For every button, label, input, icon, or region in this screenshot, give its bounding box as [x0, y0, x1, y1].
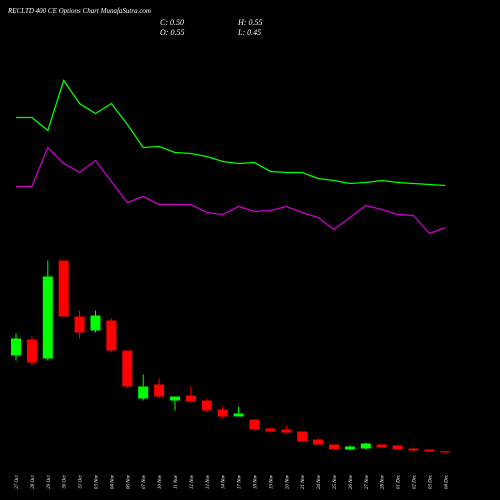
candle-body [297, 431, 308, 442]
x-tick-label: 11 Nov [174, 474, 179, 489]
candle-body [249, 419, 260, 430]
x-tick-label: 28 Oct [31, 475, 36, 489]
candle-body [26, 339, 37, 363]
indicator-line [16, 146, 446, 235]
candle-body [106, 320, 117, 351]
x-tick-label: 28 Nov [381, 474, 386, 489]
candle-body [11, 338, 21, 356]
x-tick-label: 17 Nov [238, 474, 243, 489]
x-tick-label: 18 Nov [254, 474, 259, 489]
x-tick-label: 02 Dec [413, 474, 418, 489]
readout-open: O: 0.55 [160, 28, 184, 37]
x-tick-label: 13 Nov [206, 474, 211, 489]
candle-body [122, 350, 133, 387]
x-tick-label: 29 Oct [47, 475, 52, 489]
x-tick-label: 19 Nov [269, 474, 274, 489]
x-tick-label: 27 Oct [15, 475, 20, 489]
x-tick-label: 20 Nov [285, 474, 290, 489]
x-tick-label: 24 Nov [317, 474, 322, 489]
x-tick-label: 10 Nov [158, 474, 163, 489]
x-tick-label: 12 Nov [190, 474, 195, 489]
candle-body [154, 384, 165, 397]
x-tick-label: 03 Nov [95, 474, 100, 489]
chart-title: RECLTD 400 CE Options Chart MunafaSutra.… [7, 7, 151, 15]
x-tick-label: 26 Nov [349, 474, 354, 489]
x-tick-label: 30 Oct [63, 475, 68, 489]
candle-body [58, 260, 69, 317]
x-tick-label: 03 Dec [428, 474, 433, 489]
candle-body [408, 448, 419, 451]
x-tick-label: 31 Oct [79, 475, 84, 489]
candle-body [138, 386, 149, 399]
candle-body [360, 443, 371, 449]
candle-body [281, 429, 292, 433]
x-tick-label: 14 Nov [222, 474, 227, 489]
candle-body [265, 428, 276, 432]
candle-body [90, 315, 101, 331]
candle-body [344, 446, 355, 450]
candle-body [424, 449, 435, 452]
candle-body [313, 439, 324, 445]
x-tick-label: 21 Nov [301, 474, 306, 489]
candle-body [392, 445, 403, 450]
x-tick-label: 01 Dec [397, 474, 402, 489]
candle-body [170, 396, 180, 401]
candle-body [440, 451, 451, 453]
candle-body [233, 413, 244, 417]
candle-body [329, 444, 339, 450]
readout-close: C: 0.50 [160, 18, 184, 27]
x-tick-label: 07 Nov [142, 474, 147, 489]
x-tick-label: 25 Nov [333, 474, 338, 489]
candle-body [185, 395, 196, 402]
candle-body [74, 316, 85, 333]
x-tick-label: 04 Dec [444, 474, 449, 489]
indicator-line [16, 79, 446, 187]
x-tick-label: 27 Nov [365, 474, 370, 489]
candle-body [376, 444, 387, 448]
x-tick-label: 04 Nov [110, 474, 115, 489]
readout-high: H: 0.55 [237, 18, 262, 27]
x-tick-label: 06 Nov [126, 474, 131, 489]
candle-body [201, 400, 212, 411]
readout-low: L: 0.45 [237, 28, 261, 37]
candle-body [217, 409, 228, 417]
candle-body [42, 276, 53, 359]
